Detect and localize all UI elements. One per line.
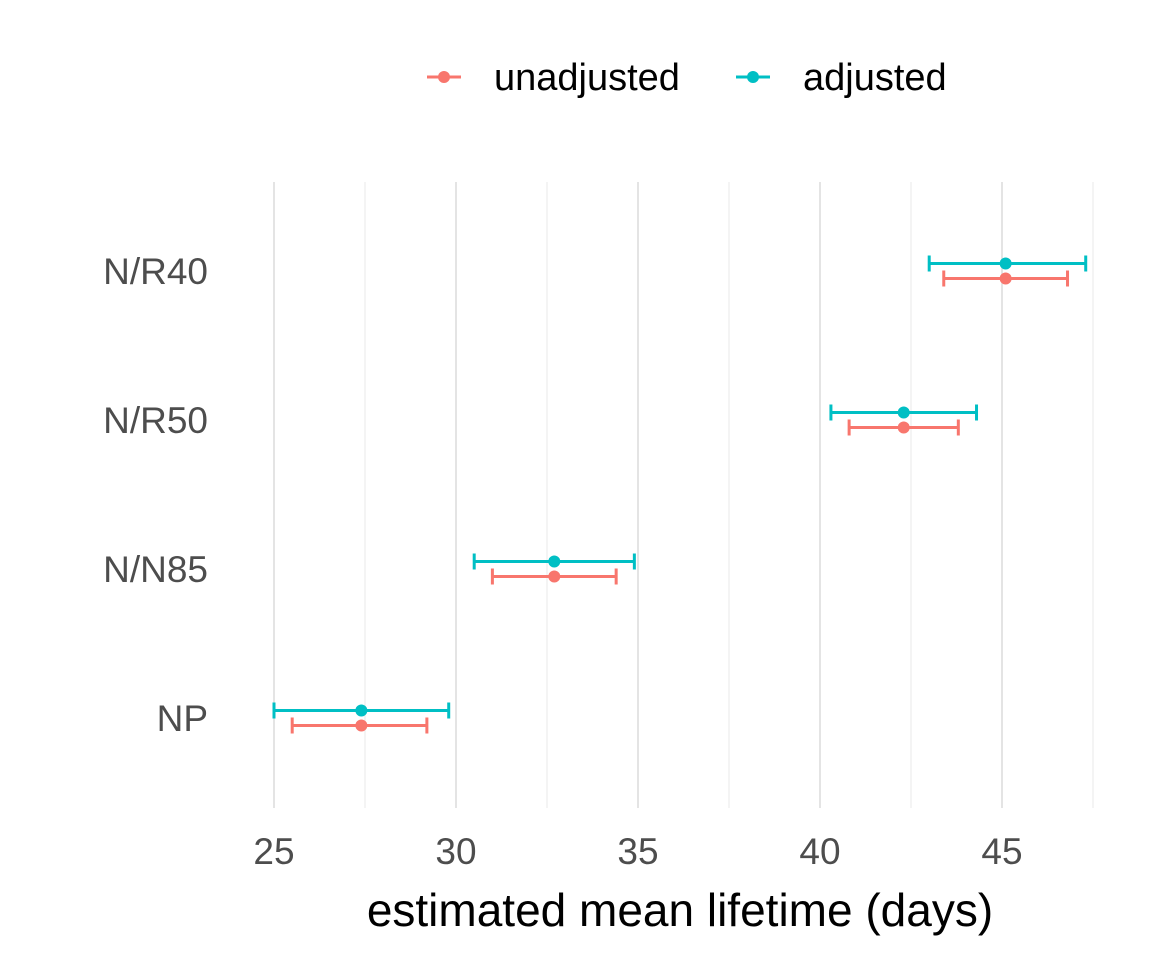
legend-item-unadjusted: unadjusted xyxy=(427,57,680,99)
y-tick-label: N/R40 xyxy=(103,251,208,292)
x-tick-label: 45 xyxy=(981,831,1022,872)
estimate-point xyxy=(897,406,910,419)
legend-label: adjusted xyxy=(803,57,947,99)
y-tick-label: N/R50 xyxy=(103,400,208,441)
legend-label: unadjusted xyxy=(494,57,680,99)
legend: unadjusted adjusted xyxy=(427,57,947,99)
estimate-point xyxy=(355,704,368,717)
estimate-point xyxy=(897,421,910,434)
series-unadjusted xyxy=(290,270,1070,734)
x-tick-label: 35 xyxy=(617,831,658,872)
y-tick-label: N/N85 xyxy=(103,549,208,590)
x-tick-label: 30 xyxy=(435,831,476,872)
grid-lines xyxy=(273,182,1094,808)
y-tick-label: NP xyxy=(157,698,208,739)
estimate-point xyxy=(548,570,561,583)
y-axis-tick-labels: N/R40 N/R50 N/N85 NP xyxy=(103,251,208,739)
series-adjusted xyxy=(272,255,1088,719)
x-axis-tick-labels: 25 30 35 40 45 xyxy=(253,831,1022,872)
estimate-point xyxy=(548,555,561,568)
series-layer xyxy=(272,255,1088,734)
legend-key-point xyxy=(438,71,450,83)
estimate-point xyxy=(999,257,1012,270)
estimate-point xyxy=(999,272,1012,285)
x-tick-label: 25 xyxy=(253,831,294,872)
x-tick-label: 40 xyxy=(799,831,840,872)
x-axis-title: estimated mean lifetime (days) xyxy=(367,884,993,936)
legend-item-adjusted: adjusted xyxy=(736,57,947,99)
estimate-point xyxy=(355,719,368,732)
legend-key-point xyxy=(747,71,759,83)
